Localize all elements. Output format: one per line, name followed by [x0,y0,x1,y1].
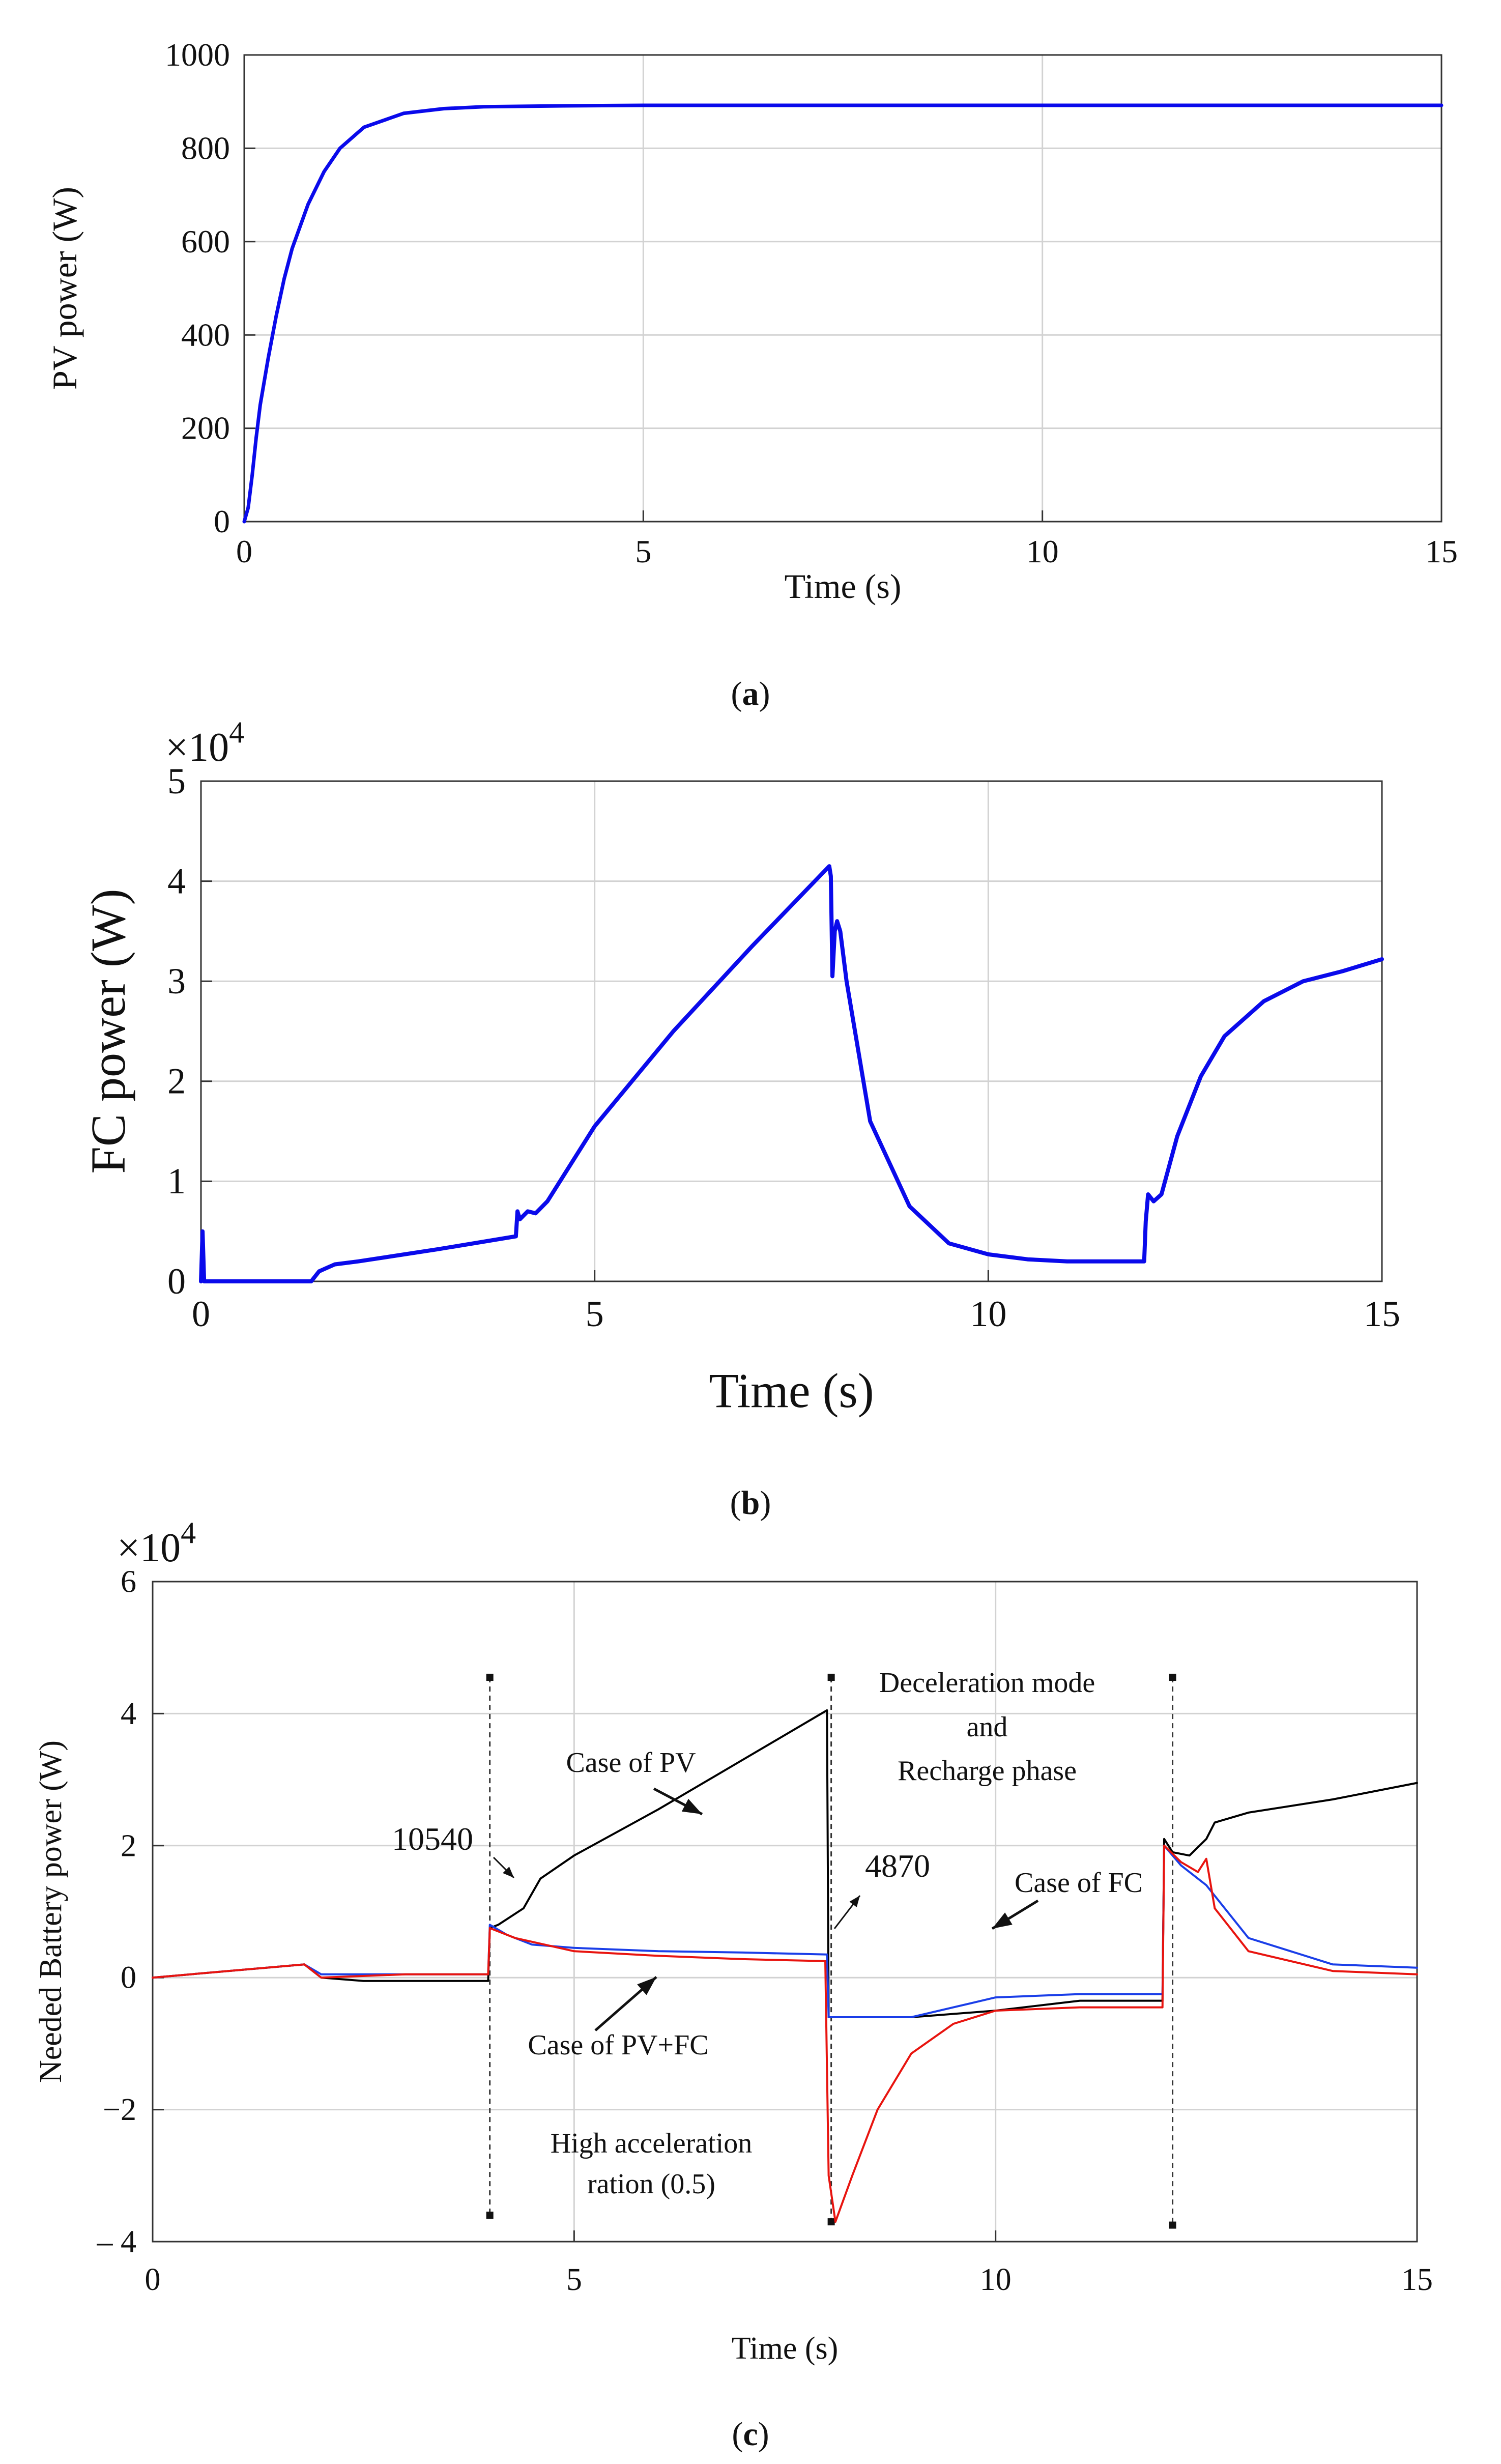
y-tick-label: −2 [103,2093,136,2127]
caption-a: (a) [731,675,770,712]
caption-c: (c) [732,2416,769,2453]
y-tick-label: 4 [121,1697,136,1731]
series-line-fc-power [199,864,1384,1283]
event-marker-bottom [1169,2221,1176,2229]
y-tick-label: 600 [181,223,230,260]
x-tick-label: 5 [586,1294,604,1334]
y-tick-label: 200 [181,410,230,446]
x-tick-label: 5 [566,2262,582,2297]
caption-b-letter: b [741,1484,760,1522]
y-tick-label: 5 [167,761,186,801]
annotation-pv: Case of PV [566,1747,696,1779]
y-axis-label: PV power (W) [45,187,84,390]
y-scale-power: 4 [181,1516,196,1550]
event-marker-top [486,1674,494,1681]
y-tick-label: 1 [167,1161,186,1201]
caption-a-letter: a [742,675,759,712]
arrow-case-fc-head [992,1912,1013,1929]
axes-box [152,1581,1418,2243]
y-tick-label: – 4 [97,2224,137,2259]
annotation-pvfc: Case of PV+FC [528,2029,708,2061]
annotation-fc: Case of FC [1015,1867,1143,1899]
arrow-case-pv-head [681,1798,702,1814]
x-tick-label: 15 [1401,2262,1433,2297]
annotation-accel1: High acceleration [551,2128,752,2159]
x-tick-label: 15 [1425,533,1458,569]
x-axis-label: Time (s) [785,567,902,606]
series-line-pv-power [242,103,1444,524]
y-tick-label: 800 [181,130,230,166]
event-marker-top [1169,1674,1176,1681]
arrow-case-pv-fc-head [637,1977,656,1995]
axes-box [243,54,1442,523]
y-tick-label: 0 [167,1261,186,1302]
y-tick-label: 4 [167,861,186,901]
plot-area [201,781,1382,1281]
annotation-v10540: 10540 [392,1821,473,1857]
y-axis-label: FC power (W) [81,889,135,1174]
y-tick-label: 3 [167,961,186,1001]
series-line-case-of-pv [152,1709,1418,2018]
arrow-10540-head [503,1867,514,1878]
panel-c-battery-power-chart: 0 5 10 15 – 4 −2 0 2 4 6 Time (s) Needed Battery po… [34,1516,1433,2366]
y-scale-base: ×10 [165,725,229,770]
x-tick-label: 15 [1364,1294,1400,1334]
x-tick-label: 10 [1026,533,1059,569]
annotation-decel1: Deceleration mode [879,1667,1095,1699]
y-tick-label: 0 [214,503,230,539]
series-line-case-of-pv-fc [152,1844,1418,2223]
y-tick-label: 2 [121,1828,136,1863]
y-tick-label: 1000 [165,37,230,73]
y-tick-label: 6 [121,1564,136,1599]
x-tick-label: 5 [635,533,651,569]
x-axis-label: Time (s) [732,2331,839,2366]
annotation-decel3: Recharge phase [898,1755,1077,1787]
x-tick-label: 0 [236,533,252,569]
caption-c-letter: c [743,2416,758,2453]
y-scale-power: 4 [229,715,244,749]
y-tick-label: 400 [181,317,230,353]
y-tick-label: 0 [121,1961,136,1995]
event-marker-bottom [827,2218,835,2226]
y-axis-label: Needed Battery power (W) [34,1740,68,2083]
annotation-decel2: and [967,1711,1008,1743]
annotation-v4870: 4870 [865,1848,930,1884]
y-tick-label: 2 [167,1061,186,1102]
x-axis-label: Time (s) [709,1363,874,1418]
x-tick-label: 0 [192,1294,210,1334]
event-marker-bottom [486,2212,494,2219]
panel-a-pv-power-chart: 0 5 10 15 0 200 400 600 800 1000 Time (s) PV power … [45,37,1458,606]
x-tick-label: 10 [980,2262,1012,2297]
y-scale-base: ×10 [117,1526,181,1570]
x-tick-label: 10 [970,1294,1006,1334]
plot-area [153,1582,1417,2242]
y-scale-exponent: ×104 [117,1516,196,1570]
event-marker-top [827,1674,835,1681]
caption-b: (b) [730,1484,771,1522]
annotation-accel2: ration (0.5) [587,2168,715,2200]
x-tick-label: 0 [145,2262,161,2297]
axes-box [200,780,1383,1282]
y-scale-exponent: ×104 [165,715,244,770]
arrow-4870-head [849,1896,860,1907]
plot-area [244,55,1441,522]
